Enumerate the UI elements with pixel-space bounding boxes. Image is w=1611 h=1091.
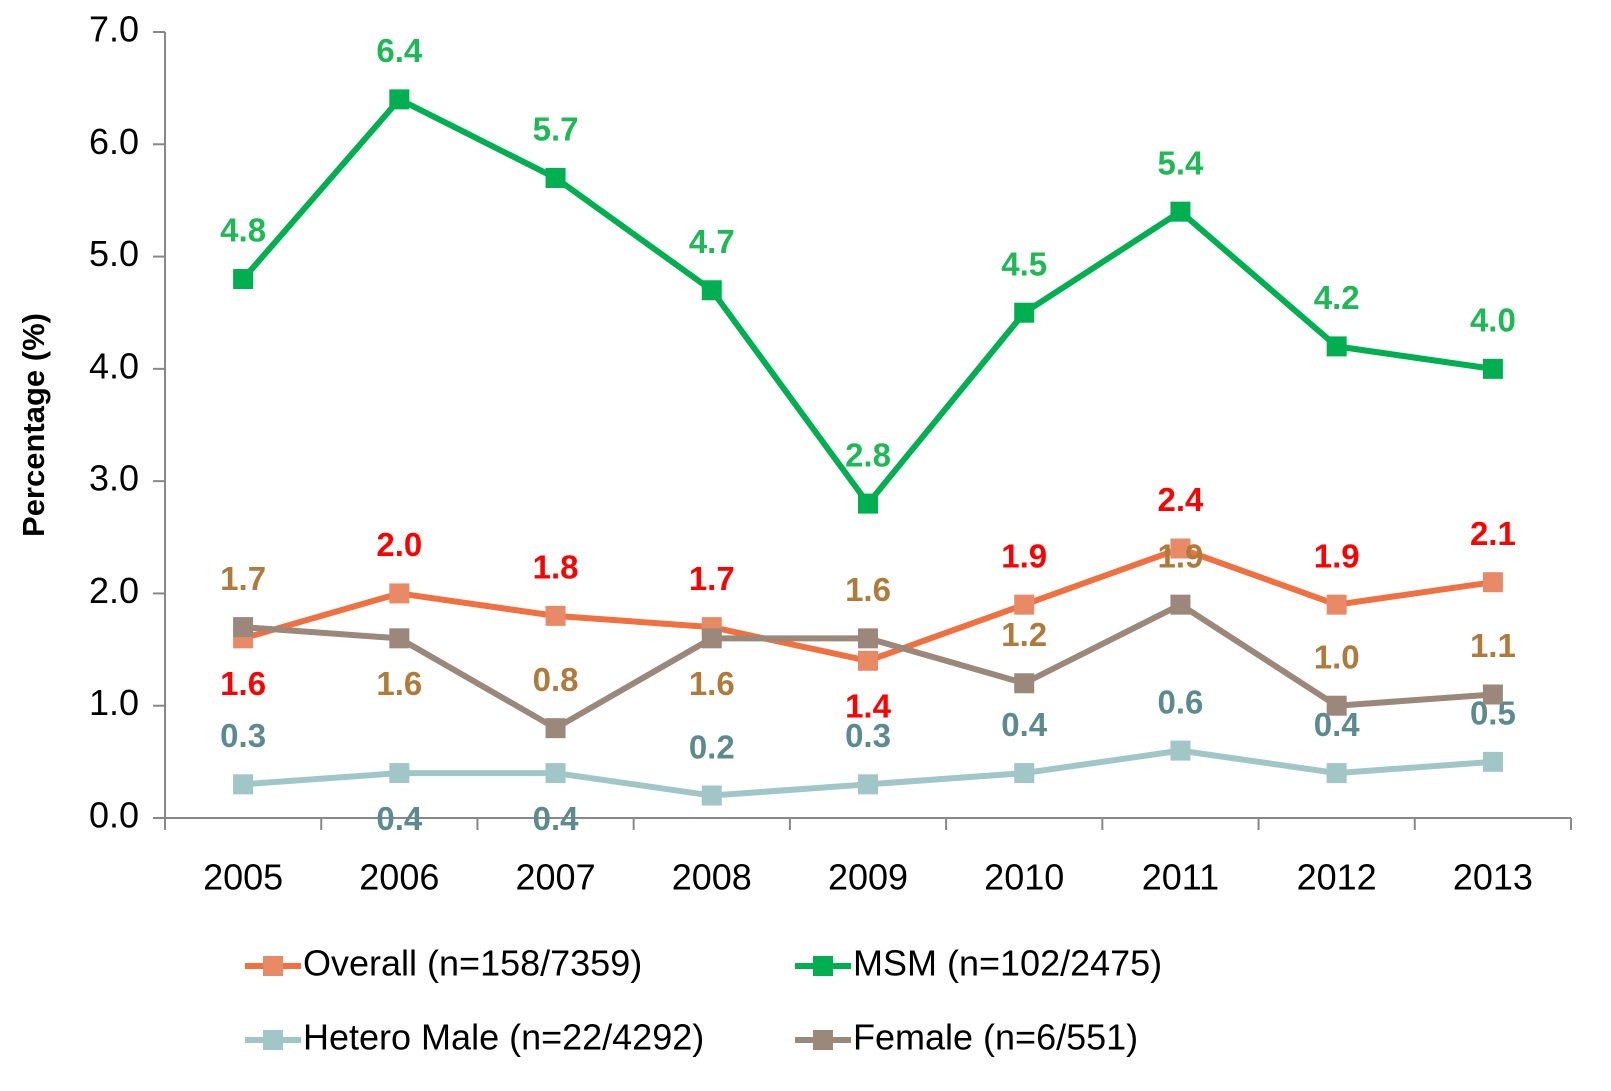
marker <box>701 280 722 301</box>
data-label: 4.2 <box>1314 279 1360 316</box>
y-tick-label: 6.0 <box>89 121 139 162</box>
marker <box>1482 751 1503 772</box>
x-tick-label: 2010 <box>984 857 1064 898</box>
legend-marker <box>263 1030 283 1050</box>
data-label: 1.4 <box>845 688 892 725</box>
marker <box>1482 358 1503 379</box>
data-label: 5.7 <box>533 111 579 148</box>
data-label: 0.4 <box>533 800 580 837</box>
marker <box>1326 594 1347 615</box>
marker <box>858 650 878 671</box>
data-label: 2.1 <box>1470 515 1516 552</box>
x-tick-label: 2007 <box>516 857 596 898</box>
x-tick-label: 2012 <box>1297 857 1377 898</box>
y-tick-label: 1.0 <box>89 682 139 723</box>
data-label: 1.9 <box>1314 537 1360 574</box>
data-label: 1.7 <box>689 560 735 597</box>
marker <box>545 718 566 739</box>
data-label: 4.5 <box>1001 245 1047 282</box>
data-label: 0.8 <box>533 661 579 698</box>
x-tick-label: 2009 <box>828 857 908 898</box>
data-label: 1.6 <box>220 665 266 702</box>
x-tick-label: 2011 <box>1142 857 1219 898</box>
legend-marker <box>263 956 283 976</box>
marker <box>233 269 254 290</box>
marker <box>701 785 722 806</box>
data-label: 2.4 <box>1158 481 1205 518</box>
data-label: 1.6 <box>689 665 735 702</box>
marker <box>1014 302 1035 323</box>
marker <box>1170 594 1191 615</box>
data-label: 1.2 <box>1001 616 1047 653</box>
data-label: 1.8 <box>533 549 579 586</box>
x-tick-label: 2005 <box>203 857 283 898</box>
data-label: 6.4 <box>376 32 423 69</box>
x-tick-label: 2013 <box>1453 857 1533 898</box>
data-label: 1.9 <box>1001 537 1047 574</box>
marker <box>389 583 410 604</box>
marker <box>1326 695 1347 716</box>
y-tick-label: 2.0 <box>89 570 139 611</box>
data-label: 0.4 <box>1001 706 1048 743</box>
data-label: 1.7 <box>220 560 266 597</box>
data-label: 1.1 <box>1470 627 1516 664</box>
data-label: 1.9 <box>1158 537 1204 574</box>
data-label: 0.2 <box>689 728 735 765</box>
legend-label: Hetero Male (n=22/4292) <box>303 1017 704 1058</box>
marker <box>858 628 878 649</box>
data-label: 1.6 <box>845 571 891 608</box>
marker <box>1170 538 1191 559</box>
y-axis-title: Percentage (%) <box>16 313 51 537</box>
marker <box>1482 572 1503 593</box>
marker <box>1014 763 1035 784</box>
data-label: 1.6 <box>376 665 422 702</box>
x-tick-label: 2008 <box>672 857 752 898</box>
data-label: 0.6 <box>1158 683 1204 720</box>
y-tick-label: 4.0 <box>89 345 139 386</box>
marker <box>1326 336 1347 357</box>
data-label: 4.8 <box>220 212 266 249</box>
marker <box>1170 201 1191 222</box>
x-tick-label: 2006 <box>359 857 439 898</box>
legend-marker <box>813 956 833 976</box>
marker <box>389 89 410 110</box>
marker <box>389 763 410 784</box>
marker <box>1326 763 1347 784</box>
marker <box>1170 740 1191 761</box>
legend-label: MSM (n=102/2475) <box>853 943 1162 984</box>
y-tick-label: 3.0 <box>89 458 139 499</box>
data-label: 4.7 <box>689 223 735 260</box>
data-label: 2.8 <box>845 436 891 473</box>
legend-marker <box>813 1030 833 1050</box>
y-tick-label: 7.0 <box>89 9 139 50</box>
marker <box>545 167 566 188</box>
y-tick-label: 0.0 <box>89 795 139 836</box>
data-label: 2.0 <box>376 526 422 563</box>
legend-label: Female (n=6/551) <box>853 1017 1138 1058</box>
marker <box>545 763 566 784</box>
marker <box>858 493 878 514</box>
data-label: 0.3 <box>220 717 266 754</box>
marker <box>233 617 254 638</box>
marker <box>701 628 722 649</box>
marker <box>389 628 410 649</box>
marker <box>233 774 254 795</box>
data-label: 4.0 <box>1470 302 1516 339</box>
marker <box>1014 673 1035 694</box>
data-label: 0.3 <box>845 717 891 754</box>
marker <box>858 774 878 795</box>
marker <box>1482 684 1503 705</box>
data-label: 1.0 <box>1314 638 1360 675</box>
marker <box>545 605 566 626</box>
legend-label: Overall (n=158/7359) <box>303 943 642 984</box>
data-label: 5.4 <box>1158 144 1205 181</box>
y-tick-label: 5.0 <box>89 233 139 274</box>
data-label: 0.4 <box>376 800 423 837</box>
marker <box>1014 594 1035 615</box>
